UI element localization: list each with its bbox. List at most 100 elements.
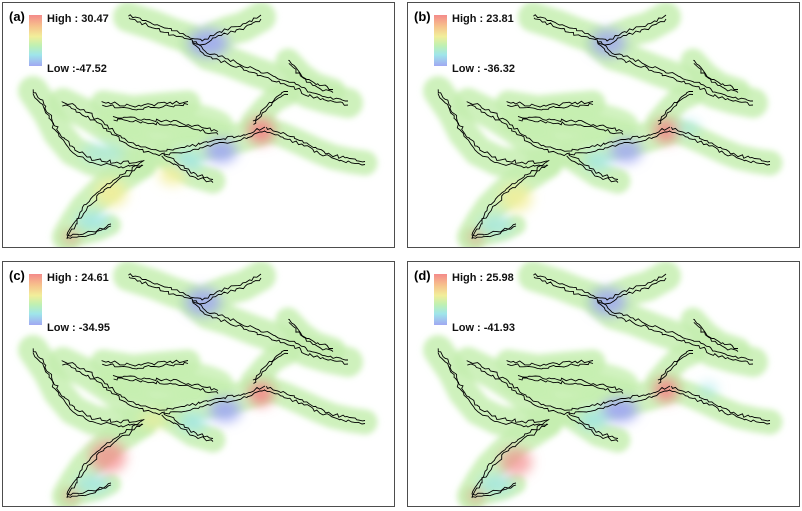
- shoreline-edge: [507, 361, 594, 370]
- shoreline-edge: [437, 89, 549, 165]
- anomaly-blob: [654, 119, 678, 143]
- shoreline-edge: [128, 14, 262, 42]
- shoreline-edge: [693, 59, 738, 90]
- shoreline-edge: [192, 43, 349, 106]
- surface-band: [252, 116, 378, 176]
- reservoir-shoreline: [437, 273, 771, 499]
- shoreline-edge: [437, 93, 549, 169]
- anomaly-blob: [75, 211, 111, 231]
- map-panel-b: (b) High : 23.81 Low : -36.32: [407, 2, 800, 248]
- shoreline-edge: [518, 377, 624, 394]
- shoreline-edge: [507, 102, 594, 111]
- legend-color-ramp: [434, 15, 447, 66]
- shoreline-edge: [533, 17, 667, 46]
- shoreline-edge: [112, 374, 219, 391]
- shoreline-edge: [66, 164, 143, 240]
- shoreline-edge: [32, 348, 144, 424]
- shoreline-edge: [102, 361, 189, 370]
- shoreline-edge: [657, 90, 694, 122]
- map-panel-d: (d) High : 25.98 Low : -41.93: [407, 261, 800, 507]
- panel-label: (c): [9, 268, 25, 283]
- anomaly-blob: [179, 412, 207, 432]
- shoreline-edge: [32, 352, 144, 428]
- shoreline-edge: [533, 276, 667, 305]
- shoreline-edge: [668, 130, 771, 166]
- shoreline-edge: [471, 164, 548, 240]
- anomaly-blob: [81, 143, 125, 163]
- anomaly-blob: [248, 118, 274, 144]
- reservoir-shoreline: [32, 14, 366, 240]
- shoreline-edge: [61, 360, 266, 411]
- shoreline-edge: [533, 273, 667, 301]
- anomaly-blob: [500, 184, 532, 212]
- shoreline-edge: [658, 93, 694, 125]
- shoreline-edge: [658, 352, 694, 384]
- shoreline-edge: [506, 359, 594, 367]
- shoreline-edge: [693, 62, 739, 93]
- anomaly-blob: [579, 410, 607, 430]
- shoreline-edge: [472, 225, 517, 239]
- shoreline-edge: [265, 385, 366, 422]
- shoreline-edge: [466, 360, 671, 411]
- anomaly-blob: [654, 378, 678, 402]
- shoreline-edge: [568, 152, 619, 180]
- legend-high-label: High : 24.61: [47, 272, 109, 284]
- shoreline-edge: [596, 41, 753, 102]
- shoreline-edge: [670, 385, 771, 422]
- panel-label: (d): [414, 268, 431, 283]
- legend-low-label: Low :-47.52: [47, 63, 107, 75]
- shoreline-edge: [191, 41, 348, 102]
- shoreline-edge: [66, 423, 143, 499]
- shoreline-edge: [265, 126, 366, 163]
- shoreline-edge: [597, 302, 754, 365]
- shoreline-edge: [471, 423, 548, 499]
- shoreline-edge: [62, 104, 266, 157]
- shoreline-edge: [252, 90, 289, 122]
- shoreline-edge: [288, 62, 334, 93]
- panel-label: (a): [9, 9, 25, 24]
- shoreline-edge: [288, 318, 333, 349]
- shoreline-edge: [467, 104, 671, 157]
- anomaly-blob: [698, 382, 718, 398]
- legend-high-label: High : 23.81: [452, 13, 514, 25]
- legend-color-ramp: [29, 15, 42, 66]
- map-panel-c: (c) High : 24.61 Low : -34.95: [2, 261, 395, 507]
- shoreline-edge: [112, 115, 219, 132]
- shoreline-edge: [61, 101, 266, 152]
- shoreline-edge: [32, 89, 144, 165]
- shoreline-edge: [66, 223, 112, 237]
- shoreline-edge: [518, 118, 624, 135]
- shoreline-edge: [568, 411, 619, 439]
- anomaly-blob: [159, 165, 187, 185]
- surface-band: [498, 101, 638, 145]
- surface-band: [93, 101, 233, 145]
- shoreline-edge: [597, 43, 754, 106]
- shoreline-edge: [192, 302, 349, 365]
- legend-low-label: Low : -41.93: [452, 322, 515, 334]
- shoreline-edge: [471, 223, 517, 237]
- reservoir-shoreline: [437, 14, 771, 240]
- shoreline-edge: [101, 359, 189, 367]
- shoreline-edge: [472, 484, 517, 498]
- reservoir-map: [18, 3, 378, 247]
- surface-band: [93, 360, 233, 404]
- anomaly-blob: [173, 150, 203, 172]
- shoreline-edge: [693, 318, 738, 349]
- legend-low-label: Low : -36.32: [452, 63, 515, 75]
- surface-band: [498, 360, 638, 404]
- shoreline-edge: [263, 130, 366, 166]
- map-panel-a: (a) High : 30.47 Low :-47.52: [2, 2, 395, 248]
- shoreline-edge: [66, 482, 112, 496]
- shoreline-edge: [67, 484, 112, 498]
- shoreline-edge: [566, 414, 619, 442]
- anomaly-layer: [64, 288, 273, 501]
- legend-color-ramp: [29, 274, 42, 325]
- shoreline-edge: [163, 152, 214, 180]
- shoreline-edge: [693, 321, 739, 352]
- reservoir-map: [18, 262, 378, 506]
- anomaly-blob: [249, 382, 273, 406]
- shoreline-edge: [517, 115, 624, 132]
- shoreline-edge: [467, 363, 671, 416]
- panel-label: (b): [414, 9, 431, 24]
- shoreline-edge: [437, 348, 549, 424]
